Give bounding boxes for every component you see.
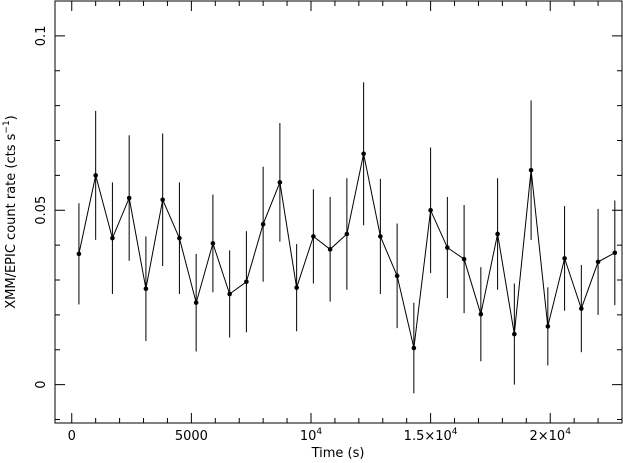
data-point <box>193 300 199 305</box>
error-bars <box>78 82 616 394</box>
data-point <box>143 286 149 292</box>
data-point <box>344 231 350 237</box>
data-point <box>76 251 82 257</box>
data-point <box>411 345 417 351</box>
data-point <box>210 241 216 246</box>
data-point <box>361 151 366 157</box>
plot-frame <box>54 0 623 424</box>
y-axis-label-exponent: −1 <box>2 120 12 133</box>
x-tick-label: 2×104 <box>530 427 572 444</box>
x-tick-label: 104 <box>300 427 323 444</box>
data-point <box>177 235 182 241</box>
data-point <box>545 324 551 329</box>
x-tick-label-exponent: 4 <box>565 427 571 437</box>
y-tick-label: 0 <box>34 380 49 388</box>
data-point <box>294 285 299 290</box>
data-point <box>110 235 115 241</box>
x-tick-label-exponent: 4 <box>452 427 458 437</box>
x-tick-label: 0 <box>68 429 76 444</box>
data-point <box>327 247 333 252</box>
data-point <box>528 167 534 173</box>
data-point <box>93 173 98 178</box>
x-tick-label-exponent: 4 <box>316 427 322 437</box>
data-point <box>227 291 232 297</box>
x-axis-label: Time (s) <box>311 446 365 461</box>
x-tick-label-text: 5000 <box>175 429 208 444</box>
y-axis-label-close: ) <box>4 115 19 120</box>
data-point <box>394 273 400 279</box>
data-point <box>612 250 618 256</box>
data-point <box>378 234 383 239</box>
y-tick-label: 0.1 <box>34 26 49 47</box>
data-point <box>495 231 500 237</box>
data-point <box>260 221 266 227</box>
x-tick-label: 1.5×104 <box>404 427 458 444</box>
data-point <box>512 331 517 337</box>
tick-marks <box>55 0 623 423</box>
y-tick-label: 0.05 <box>34 196 49 225</box>
x-tick-label-text: 0 <box>68 429 76 444</box>
x-tick-label-text: 1.5×10 <box>404 429 452 444</box>
data-point <box>461 256 467 262</box>
data-point <box>311 234 316 239</box>
data-point <box>595 259 601 265</box>
data-point <box>126 195 132 201</box>
data-point <box>277 180 283 185</box>
y-axis-label-main: XMM/EPIC count rate (cts s <box>4 133 19 308</box>
data-point <box>160 197 165 203</box>
data-point <box>478 311 484 317</box>
y-axis-label: XMM/EPIC count rate (cts s−1) <box>2 115 19 309</box>
data-points <box>76 151 618 351</box>
data-point <box>562 256 567 261</box>
x-tick-label-text: 2×10 <box>530 429 566 444</box>
x-tick-label: 5000 <box>175 429 208 444</box>
data-point <box>445 245 450 250</box>
data-point <box>244 279 249 285</box>
data-point <box>428 207 433 213</box>
data-point <box>579 306 584 311</box>
x-tick-label-text: 10 <box>300 429 317 444</box>
